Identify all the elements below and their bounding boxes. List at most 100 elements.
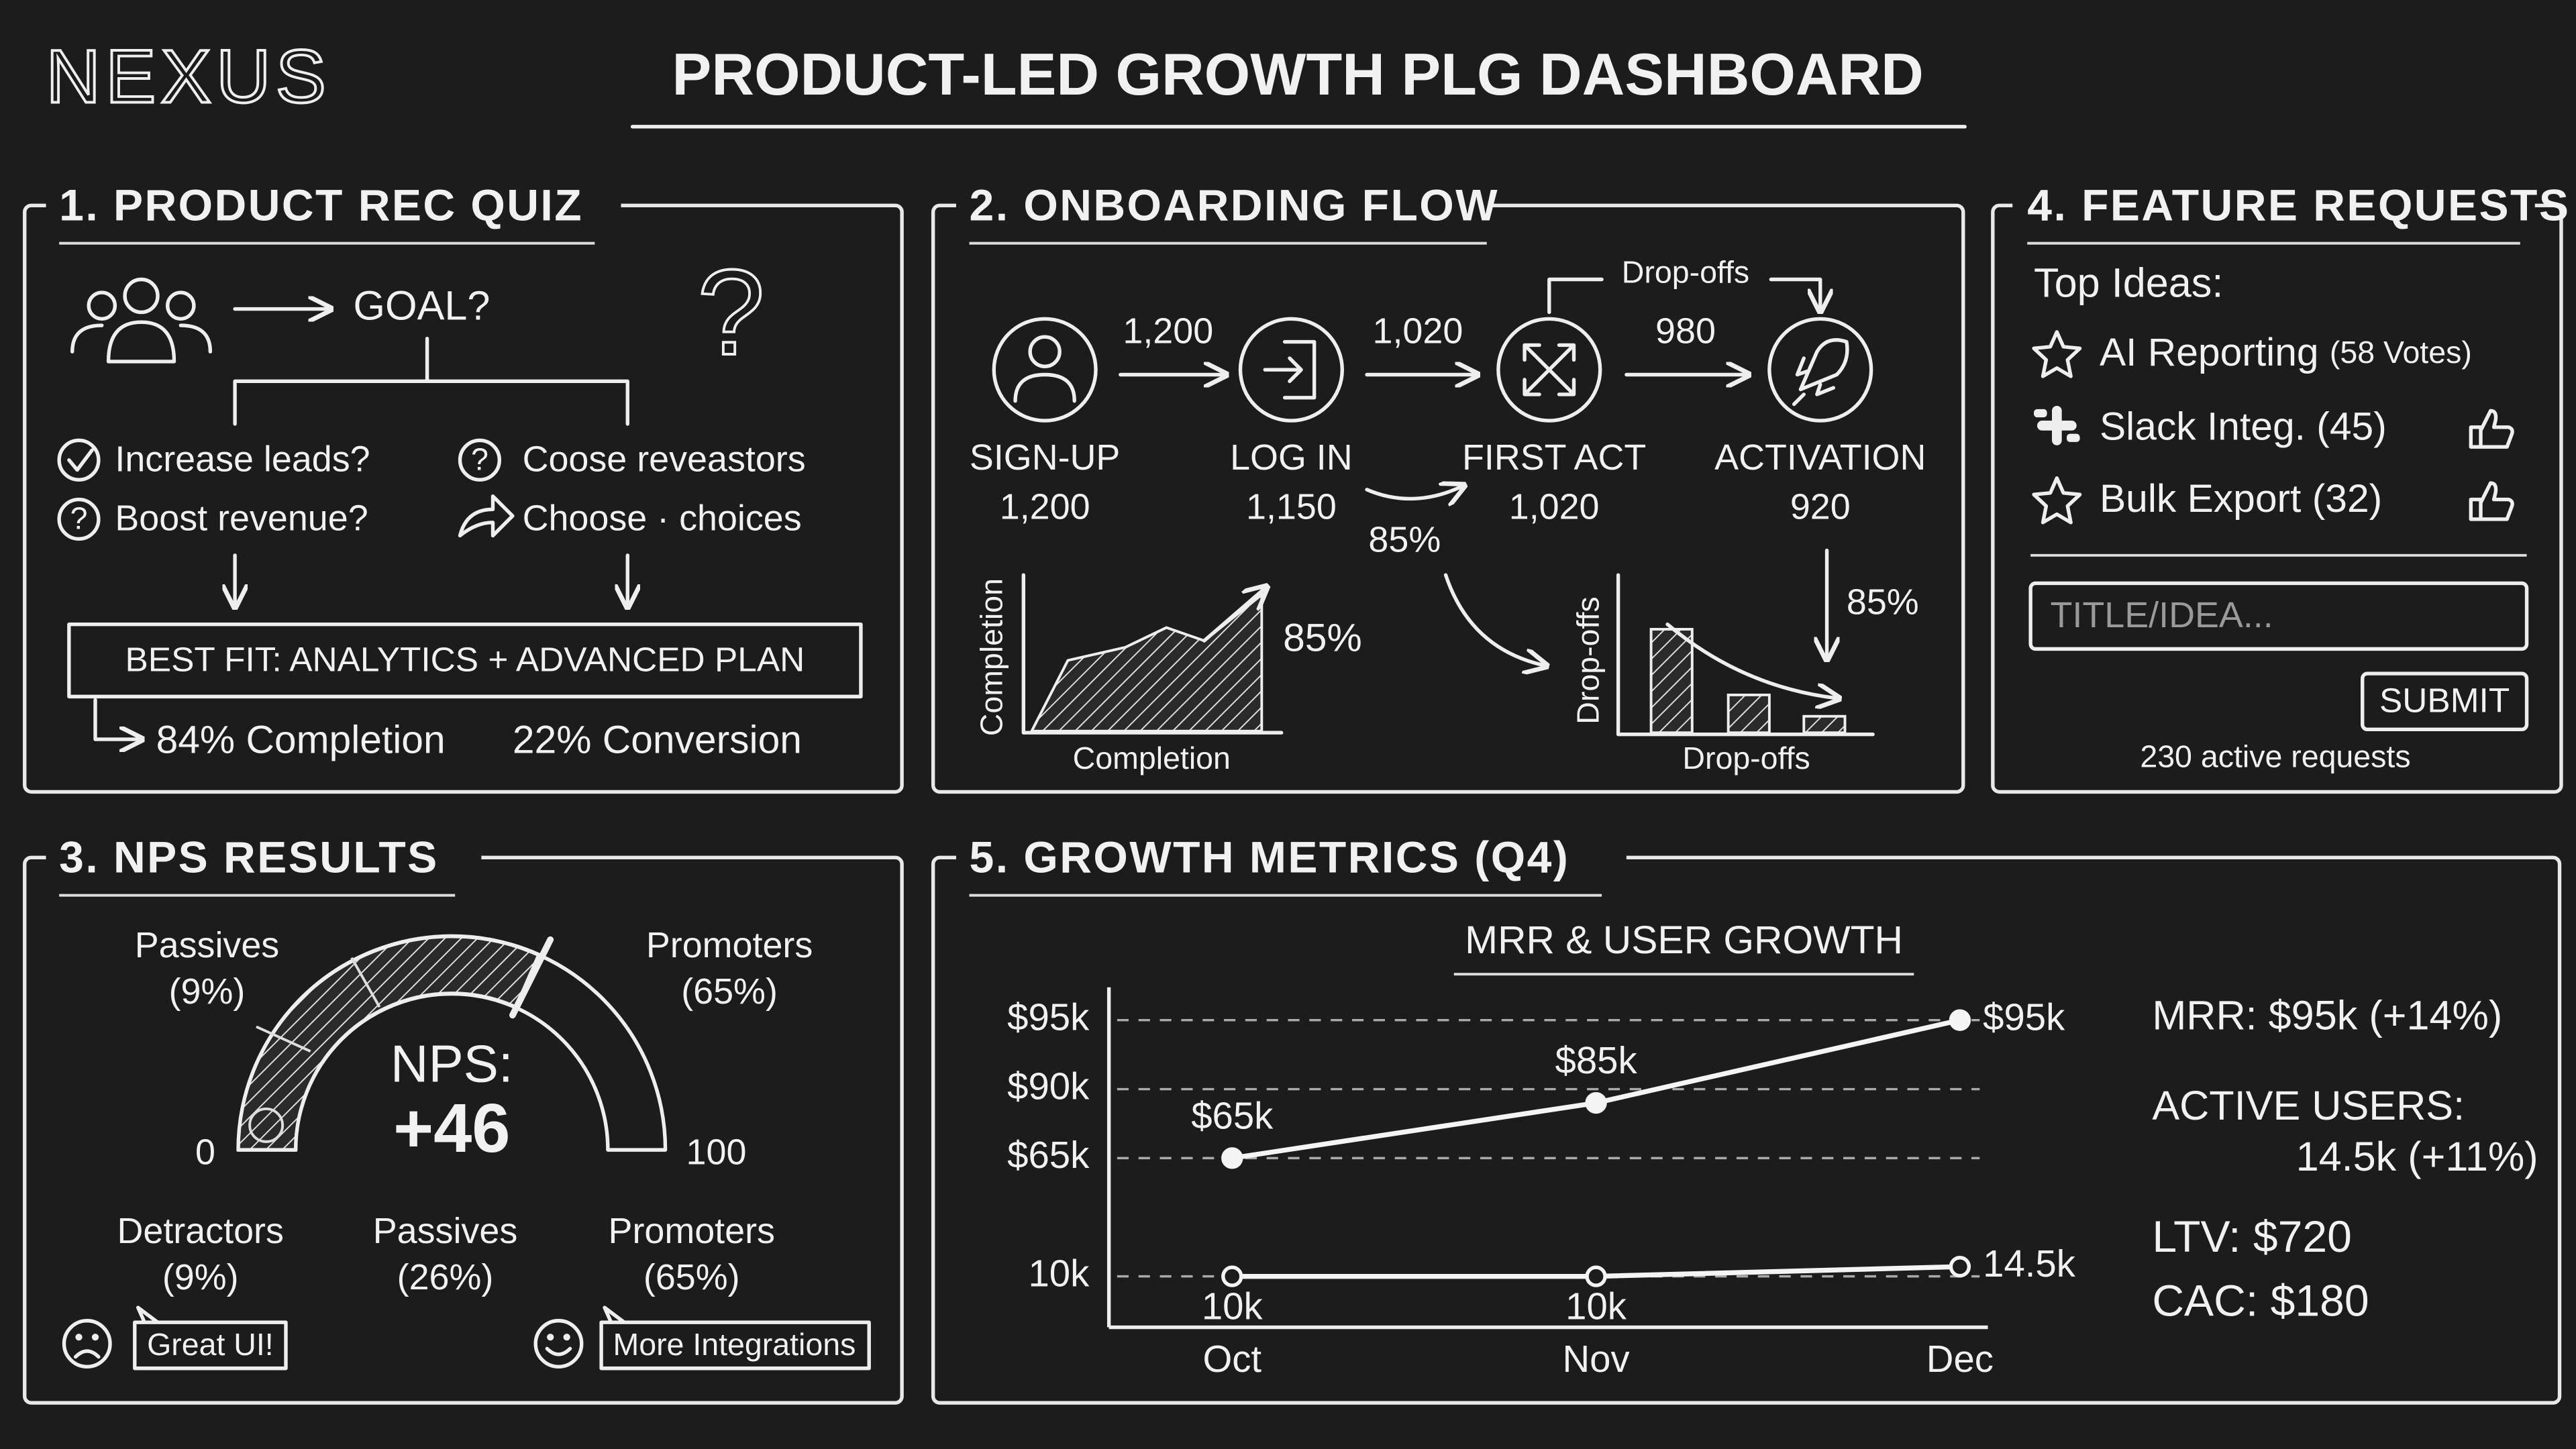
quiz-conversion: 22% Conversion [513, 718, 802, 761]
quiz-option: Increase leads? [115, 439, 370, 479]
feature-idea: Slack Integ. (45) [2100, 405, 2387, 448]
y-tick-label: $95k [1007, 996, 1090, 1038]
panel-title: 2. ONBOARDING FLOW [970, 181, 1499, 231]
panel-title: 3. NPS RESULTS [59, 833, 439, 883]
title-gap [956, 180, 1490, 231]
quiz-completion: 84% Completion [156, 718, 446, 761]
rate-label: 85% [1283, 616, 1362, 660]
transition-count: 1,020 [1373, 311, 1463, 352]
people-icon [70, 277, 213, 364]
step-count: 1,020 [1509, 487, 1600, 527]
data-label: 10k [1202, 1285, 1264, 1327]
quiz-option: Boost revenue? [115, 498, 368, 539]
question-icon [458, 438, 501, 482]
data-point [1585, 1265, 1607, 1287]
idea-votes: (32) [2312, 477, 2382, 521]
question-icon: ? [70, 501, 88, 536]
login-icon [1263, 339, 1317, 400]
y-tick-label: 10k [1028, 1252, 1090, 1295]
idea-input[interactable] [2028, 581, 2529, 651]
transition-count: 980 [1655, 311, 1716, 352]
nps-comment: More Integrations [613, 1327, 856, 1362]
data-point [1221, 1147, 1243, 1169]
signup-icon [992, 317, 1098, 423]
feature-idea: Bulk Export (32) [2100, 477, 2382, 521]
completion-area [1029, 592, 1264, 733]
dropoff-bar [1727, 693, 1771, 735]
title-gap [46, 180, 621, 231]
slack-icon [2034, 406, 2080, 445]
result-box [67, 622, 863, 699]
growth-chart: $95k $90k $65k 10k Oct Nov Dec $65k $85k $95k 10k 1… [1007, 987, 2076, 1380]
stat: LTV: $720 [2152, 1212, 2352, 1262]
nps-segment-name: Promoters [646, 925, 813, 965]
data-label: 14.5k [1983, 1242, 2076, 1285]
step-label: SIGN-UP [970, 437, 1120, 478]
idea-votes: (45) [2316, 405, 2386, 448]
y-tick-label: $65k [1007, 1134, 1090, 1176]
data-point [1221, 1265, 1243, 1287]
x-tick-label: Oct [1202, 1338, 1261, 1380]
feature-idea: AI Reporting (58 Votes) [2100, 331, 2472, 374]
dropoff-bar [1649, 628, 1694, 735]
question-icon: ? [697, 245, 765, 380]
share-icon [458, 494, 515, 538]
panel-title: 5. GROWTH METRICS (Q4) [970, 833, 1570, 883]
axis-label: Completion [974, 578, 1009, 736]
y-tick-label: $90k [1007, 1065, 1090, 1107]
idea-votes: (58 Votes) [2330, 335, 2472, 370]
nps-group-share: (9%) [162, 1257, 239, 1297]
data-point [1585, 1091, 1607, 1114]
upvote-button[interactable] [2469, 481, 2514, 521]
check-icon [57, 438, 101, 482]
completion-axes [1021, 573, 1284, 735]
chart-title: MRR & USER GROWTH [1465, 918, 1903, 962]
login-icon [1238, 317, 1344, 423]
arrow [1202, 588, 1266, 643]
arrow [1365, 486, 1462, 498]
data-label: $95k [1983, 996, 2065, 1038]
question-icon: ? [471, 442, 488, 477]
x-tick-label: Dec [1926, 1338, 1994, 1380]
rate-label: 85% [1847, 582, 1919, 623]
sad-face [62, 1319, 112, 1368]
stat: ACTIVE USERS: [2152, 1083, 2465, 1128]
data-label: $65k [1191, 1094, 1274, 1136]
nps-segment-share: (65%) [681, 971, 778, 1012]
growth-panel [931, 855, 2562, 1405]
quiz-option: Choose · choices [523, 498, 802, 539]
nps-group-name: Passives [373, 1211, 518, 1251]
axis-label: Drop-offs [1682, 741, 1810, 775]
data-label: 10k [1565, 1285, 1627, 1327]
signup-icon [1013, 372, 1076, 403]
signup-icon [1028, 335, 1062, 368]
title-gap [2012, 180, 2535, 231]
step-label: LOG IN [1230, 437, 1353, 478]
stat: 14.5k (+11%) [2296, 1134, 2538, 1179]
dropoff-path [1547, 277, 1604, 315]
data-label: $85k [1555, 1039, 1638, 1081]
gauge-needle [509, 936, 554, 1019]
first-action-icon [1496, 317, 1602, 423]
panel-title: 4. FEATURE REQUESTS [2027, 181, 2570, 231]
quiz-goal: GOAL? [353, 283, 490, 329]
features-footer: 230 active requests [2140, 739, 2410, 774]
idea-name: Slack Integ. [2100, 405, 2306, 448]
nps-label: NPS: [391, 1034, 513, 1093]
submit-button[interactable] [2361, 672, 2529, 732]
features-subtitle: Top Ideas: [2034, 260, 2223, 305]
nps-group-name: Promoters [609, 1211, 775, 1251]
upvote-button[interactable] [2469, 409, 2514, 449]
step-count: 1,150 [1246, 487, 1337, 527]
transition-count: 1,200 [1123, 311, 1213, 352]
question-icon [57, 497, 101, 541]
nps-score: +46 [393, 1089, 510, 1167]
axis-label: Completion [1073, 741, 1231, 775]
dropoff-bar [1802, 714, 1847, 735]
check-icon [67, 448, 94, 472]
title-gap [956, 833, 1627, 883]
quiz-result: BEST FIT: ANALYTICS + ADVANCED PLAN [125, 640, 805, 679]
sad-face [248, 1107, 285, 1143]
first-action-icon [1523, 343, 1576, 396]
